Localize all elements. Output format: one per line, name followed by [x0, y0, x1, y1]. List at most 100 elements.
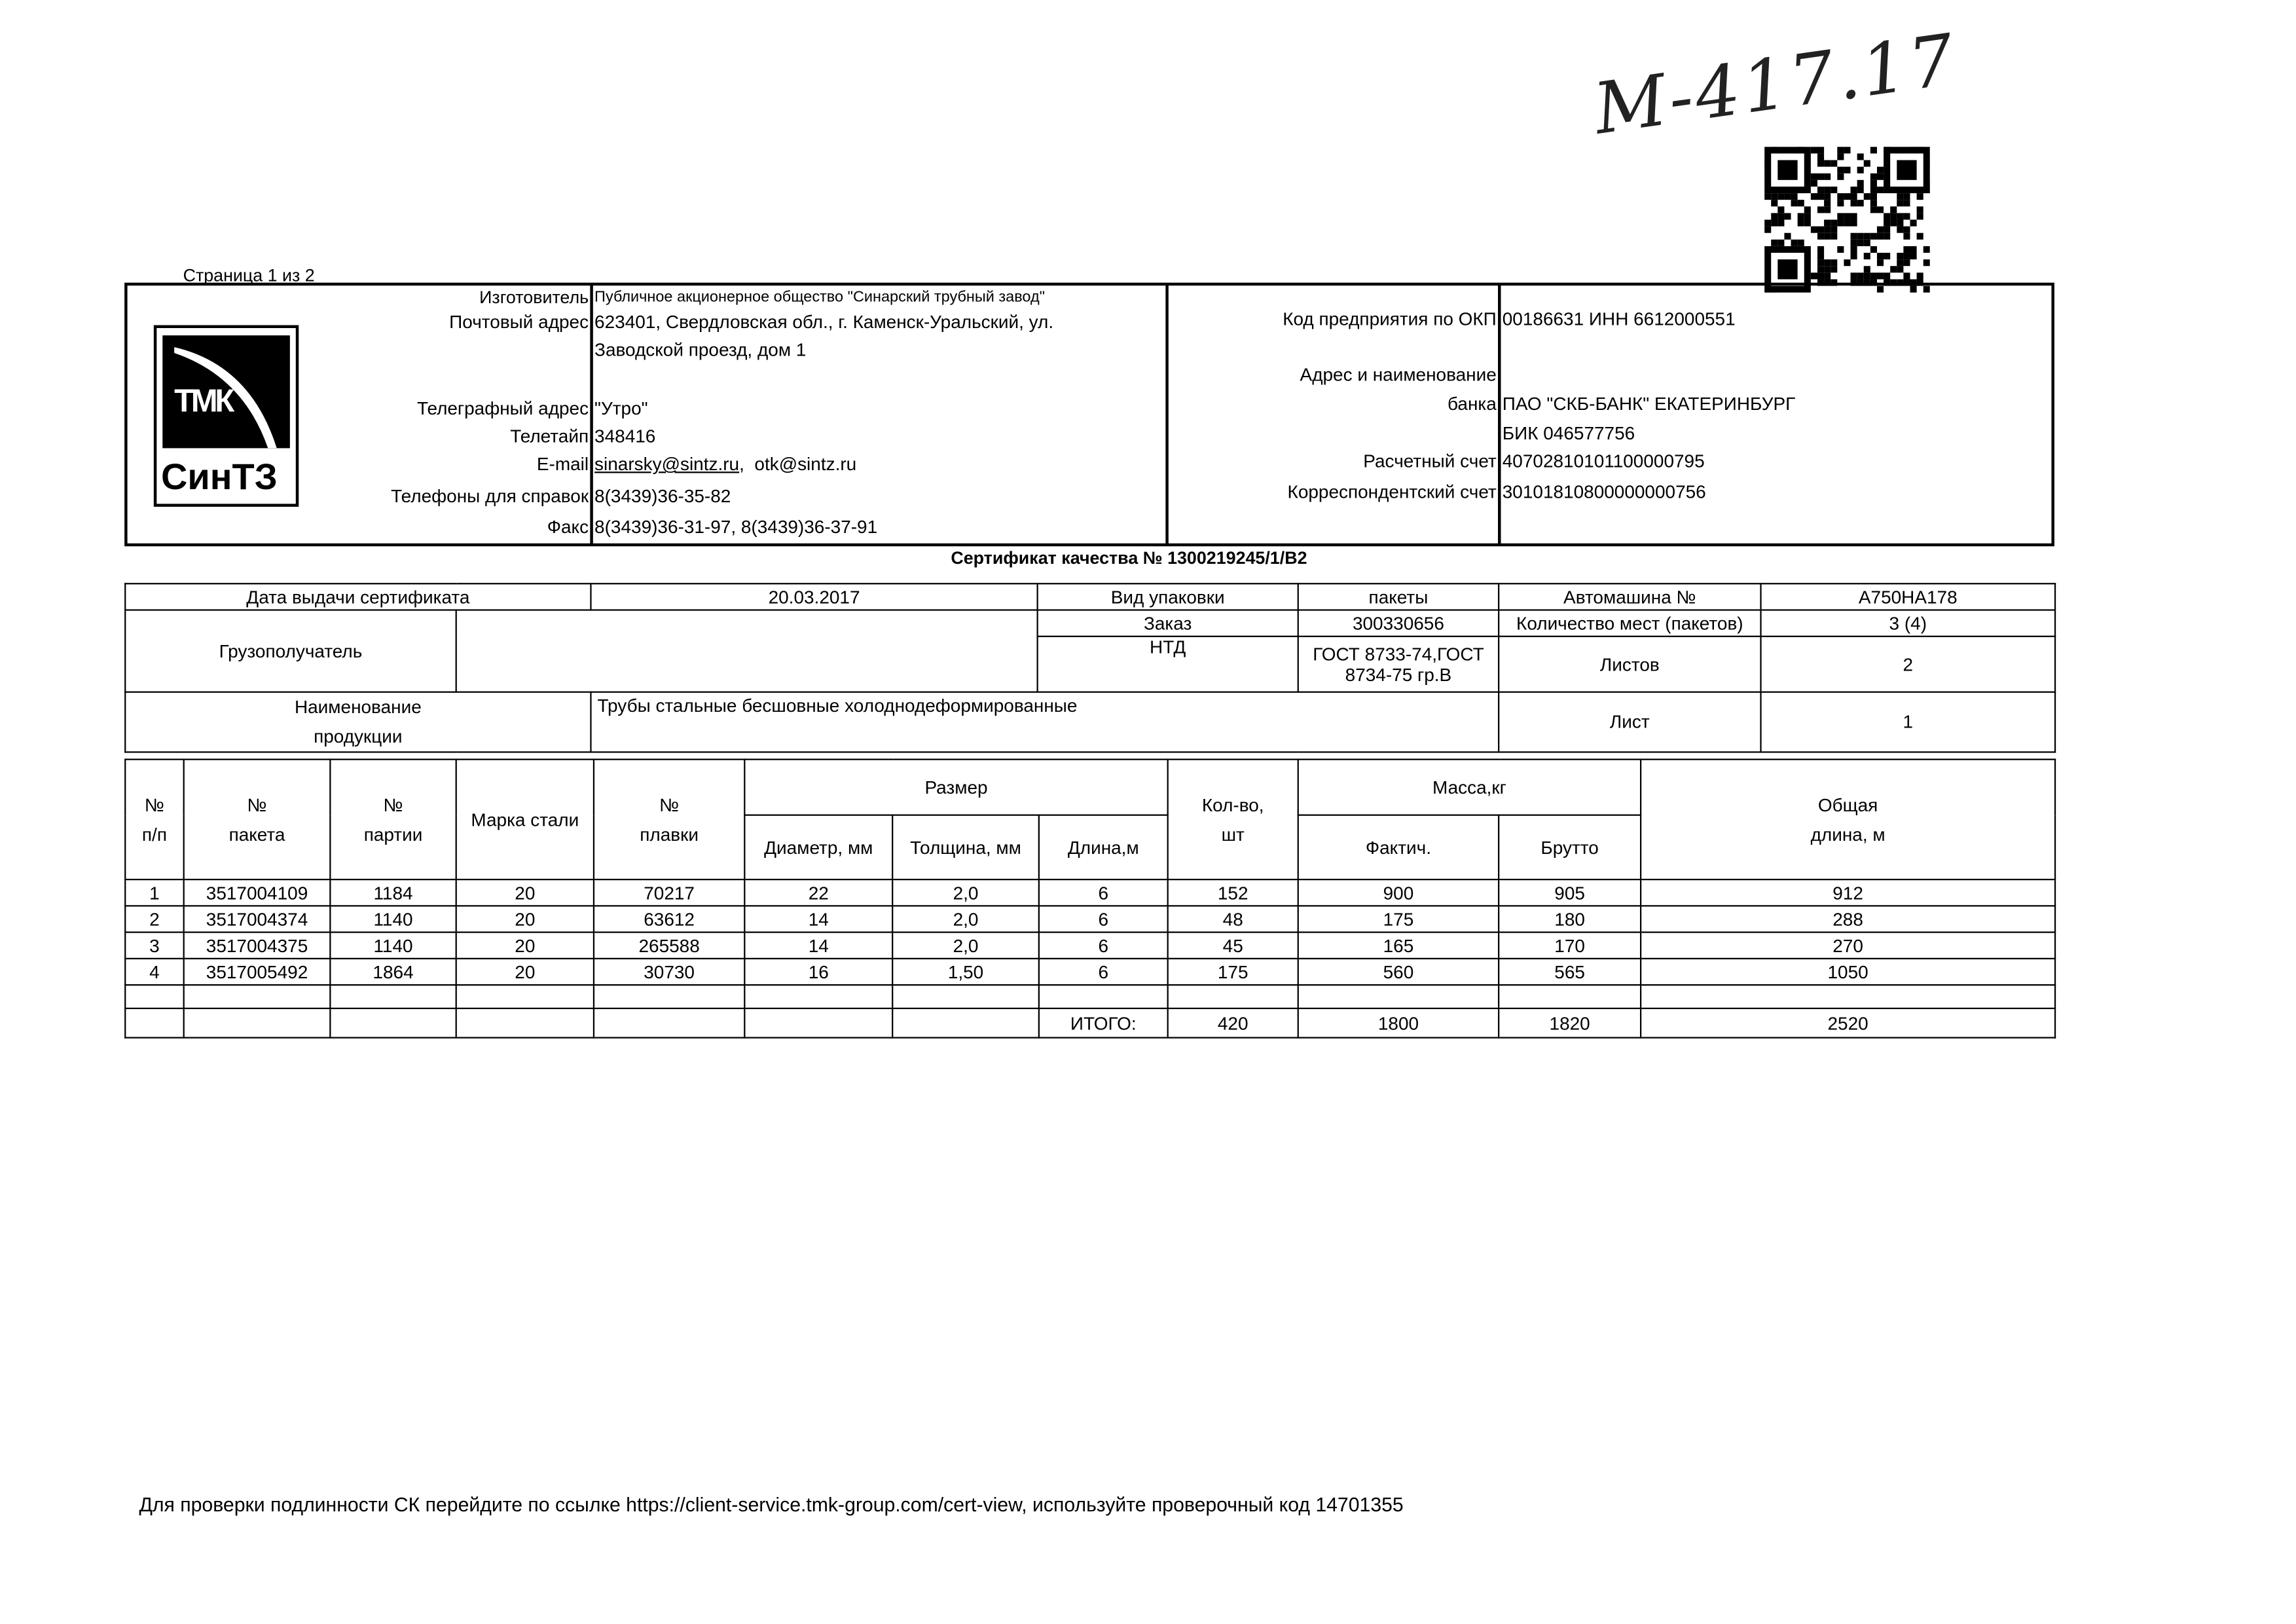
table-cell: 63612	[592, 905, 746, 933]
table-cell: 565	[1498, 957, 1642, 986]
table-cell: 175	[1167, 957, 1299, 986]
table-cell: Лист	[1498, 691, 1762, 753]
label-telegraph: Телеграфный адрес	[416, 398, 589, 419]
table-cell: 45	[1167, 931, 1299, 959]
table-cell: 152	[1167, 878, 1299, 907]
table-cell: 180	[1498, 905, 1642, 933]
corr-value: 30101810800000000756	[1502, 481, 1706, 503]
fax-value: 8(3439)36-31-97, 8(3439)36-37-91	[594, 517, 878, 538]
table-cell: 6	[1038, 878, 1169, 907]
table-cell	[455, 609, 1038, 693]
table-cell: № пакета	[183, 758, 331, 881]
table-cell: № партии	[329, 758, 457, 881]
table-cell: 288	[1639, 905, 2056, 933]
qr-code	[1764, 147, 1930, 293]
table-cell: НТД	[1036, 635, 1299, 693]
company-logo: ТМК СинТЗ	[153, 325, 299, 507]
table-cell: Размер	[744, 758, 1169, 816]
table-cell: Листов	[1498, 635, 1762, 693]
table-cell: 2,0	[892, 878, 1040, 907]
table-cell: 3	[124, 931, 185, 959]
table-cell: Вид упаковки	[1036, 583, 1299, 611]
table-cell	[329, 1007, 457, 1039]
table-cell: Длина,м	[1038, 814, 1169, 881]
table-cell: Заказ	[1036, 609, 1299, 637]
table-cell: № п/п	[124, 758, 185, 881]
table-cell	[455, 1007, 595, 1039]
label-email: E-mail	[536, 454, 589, 475]
table-cell: 2520	[1639, 1007, 2056, 1039]
table-cell: Брутто	[1498, 814, 1642, 881]
table-cell: 1800	[1297, 1007, 1500, 1039]
table-cell: Автомашина №	[1498, 583, 1762, 611]
table-cell: пакеты	[1297, 583, 1500, 611]
table-cell: 70217	[592, 878, 746, 907]
table-cell: 4	[124, 957, 185, 986]
label-bank-1: Адрес и наименование	[1300, 364, 1497, 386]
header-box	[124, 282, 2054, 547]
table-cell: 170	[1498, 931, 1642, 959]
label-postal: Почтовый адрес	[449, 312, 589, 333]
table-cell: 912	[1639, 878, 2056, 907]
table-cell: 16	[744, 957, 894, 986]
table-cell: 6	[1038, 931, 1169, 959]
table-cell: Наименование продукции	[124, 691, 592, 753]
table-cell: 20.03.2017	[590, 583, 1038, 611]
table-cell	[455, 984, 595, 1010]
table-cell	[1639, 984, 2056, 1010]
table-cell: 1184	[329, 878, 457, 907]
email-link-1[interactable]: sinarsky@sintz.ru	[594, 454, 740, 475]
table-cell: 3517004374	[183, 905, 331, 933]
table-cell: 48	[1167, 905, 1299, 933]
table-cell: 1050	[1639, 957, 2056, 986]
table-cell: 2	[124, 905, 185, 933]
okp-value: 00186631 ИНН 6612000551	[1502, 308, 1736, 330]
table-cell: Фактич.	[1297, 814, 1500, 881]
table-cell: Общая длина, м	[1639, 758, 2056, 881]
table-cell: 300330656	[1297, 609, 1500, 637]
table-row: 1 3517004109 1184 20 70217 22 2,0 6 152 900 905 912	[124, 878, 2056, 907]
table-cell: Дата выдачи сертификата	[124, 583, 592, 611]
table-cell	[124, 1007, 185, 1039]
table-cell: 2,0	[892, 931, 1040, 959]
account-value: 40702810101100000795	[1502, 451, 1705, 472]
table-cell: Марка стали	[455, 758, 595, 881]
label-teletype: Телетайп	[510, 426, 589, 447]
label-maker: Изготовитель	[479, 287, 589, 308]
bank-name: ПАО "СКБ-БАНК" ЕКАТЕРИНБУРГ	[1502, 394, 1796, 415]
table-cell	[329, 984, 457, 1010]
table-cell: 3517004375	[183, 931, 331, 959]
table-cell: 905	[1498, 878, 1642, 907]
info-table: Дата выдачи сертификата 20.03.2017 Вид упа…	[124, 583, 2056, 753]
label-fax: Факс	[547, 517, 589, 538]
table-cell: 1	[124, 878, 185, 907]
label-phones: Телефоны для справок	[391, 486, 589, 507]
table-cell	[892, 984, 1040, 1010]
table-cell	[183, 984, 331, 1010]
table-cell	[1167, 984, 1299, 1010]
phones-value: 8(3439)36-35-82	[594, 486, 731, 507]
telegraph-value: "Утро"	[594, 398, 648, 419]
postal-line1: 623401, Свердловская обл., г. Каменск-Ур…	[594, 312, 1054, 333]
table-cell: 3 (4)	[1760, 609, 2056, 637]
bik-value: БИК 046577756	[1502, 423, 1635, 444]
teletype-value: 348416	[594, 426, 656, 447]
table-cell: 1140	[329, 905, 457, 933]
page-indicator: Страница 1 из 2	[183, 265, 315, 286]
table-cell	[1038, 984, 1169, 1010]
table-cell: № плавки	[592, 758, 746, 881]
table-cell: 14	[744, 905, 894, 933]
table-row: 4 3517005492 1864 20 30730 16 1,50 6 175 560 565 10…	[124, 957, 2056, 986]
table-cell: Диаметр, мм	[744, 814, 894, 881]
table-cell	[592, 984, 746, 1010]
postal-line2: Заводской проезд, дом 1	[594, 339, 807, 361]
table-cell: 420	[1167, 1007, 1299, 1039]
label-bank-2: банка	[1448, 394, 1497, 415]
table-cell: 3517005492	[183, 957, 331, 986]
table-cell: ГОСТ 8733-74,ГОСТ 8734-75 гр.В	[1297, 635, 1500, 693]
table-cell: 20	[455, 957, 595, 986]
table-cell: 1	[1760, 691, 2056, 753]
table-cell: 20	[455, 905, 595, 933]
table-cell	[892, 1007, 1040, 1039]
table-cell	[1297, 984, 1500, 1010]
